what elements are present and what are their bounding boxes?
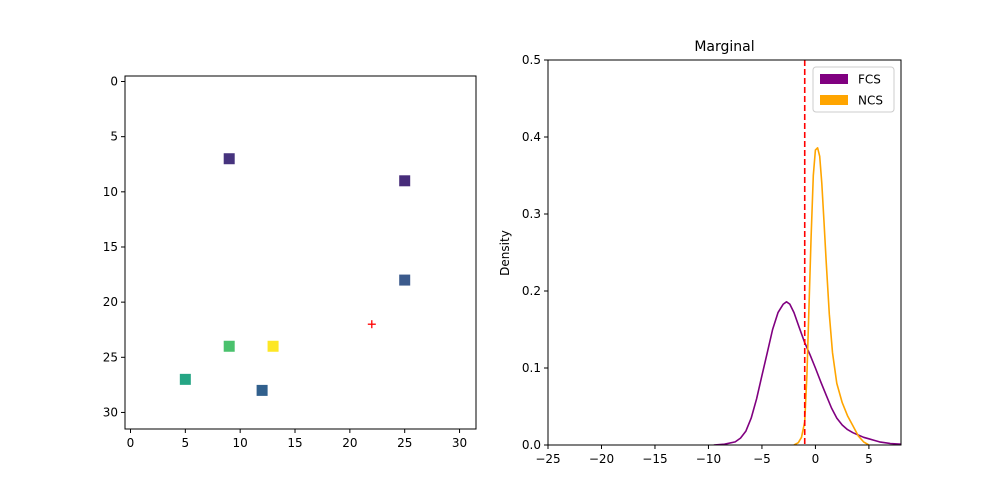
left-xtick-label-5: 25: [397, 436, 412, 450]
legend: FCS NCS: [812, 66, 895, 113]
left-xtick-label-6: 30: [452, 436, 467, 450]
right-plot-frame: [547, 59, 902, 446]
left-ytick-label-3: 15: [103, 240, 118, 254]
right-x-axis-ticks: −25 −20 −15 −10 −5 0 5: [535, 445, 873, 466]
right-ytick-label-3: 0.3: [522, 207, 541, 221]
density-line-ncs: [793, 147, 870, 445]
right-xtick-label-1: −20: [589, 452, 614, 466]
right-xtick-label-4: −5: [753, 452, 771, 466]
left-ytick-label-5: 25: [103, 350, 118, 364]
legend-label-fcs: FCS: [858, 73, 881, 87]
scatter-square-2: [399, 274, 411, 286]
right-xtick-label-6: 5: [865, 452, 873, 466]
legend-swatch-ncs: [820, 95, 848, 105]
right-chart-title: Marginal: [694, 39, 754, 55]
right-density-panel: Marginal Density −25 −20 −15 −10 −5 0 5 0.0 0.1…: [498, 39, 902, 466]
left-ytick-label-2: 10: [103, 185, 118, 199]
left-ytick-label-4: 20: [103, 295, 118, 309]
left-x-axis-ticks: 0 5 10 15 20 25 30: [127, 429, 467, 450]
right-y-axis-ticks: 0.0 0.1 0.2 0.3 0.4 0.5: [522, 53, 548, 452]
left-plot-area: [125, 76, 476, 429]
right-y-axis-label: Density: [498, 230, 512, 276]
right-ytick-label-0: 0.0: [522, 438, 541, 452]
left-xtick-label-3: 15: [287, 436, 302, 450]
legend-label-ncs: NCS: [858, 94, 883, 108]
right-xtick-label-3: −10: [696, 452, 721, 466]
left-ytick-label-1: 5: [110, 130, 118, 144]
right-ytick-label-1: 0.1: [522, 361, 541, 375]
left-xtick-label-1: 5: [182, 436, 190, 450]
right-ytick-label-4: 0.4: [522, 130, 541, 144]
scatter-square-0: [223, 153, 235, 165]
scatter-square-6: [256, 384, 268, 396]
right-ytick-label-5: 0.5: [522, 53, 541, 67]
scatter-square-5: [179, 373, 191, 385]
left-xtick-label-2: 10: [233, 436, 248, 450]
left-xtick-label-4: 20: [342, 436, 357, 450]
left-ytick-label-6: 30: [103, 405, 118, 419]
left-plot-frame: [124, 75, 477, 430]
right-xtick-label-5: 0: [812, 452, 820, 466]
scatter-square-4: [267, 340, 279, 352]
left-xtick-label-0: 0: [127, 436, 135, 450]
left-y-axis-ticks: 0 5 10 15 20 25 30: [103, 75, 125, 419]
left-ytick-label-0: 0: [110, 75, 118, 89]
left-scatter-marks: [179, 153, 411, 396]
legend-swatch-fcs: [820, 74, 848, 84]
target-plus-marker: [367, 320, 376, 329]
right-xtick-label-2: −15: [642, 452, 667, 466]
scatter-square-1: [399, 175, 411, 187]
right-xtick-label-0: −25: [535, 452, 560, 466]
right-ytick-label-2: 0.2: [522, 284, 541, 298]
scatter-square-3: [223, 340, 235, 352]
left-scatter-panel: 0 5 10 15 20 25 30 0 5 10 15 20 25 30: [103, 75, 477, 450]
